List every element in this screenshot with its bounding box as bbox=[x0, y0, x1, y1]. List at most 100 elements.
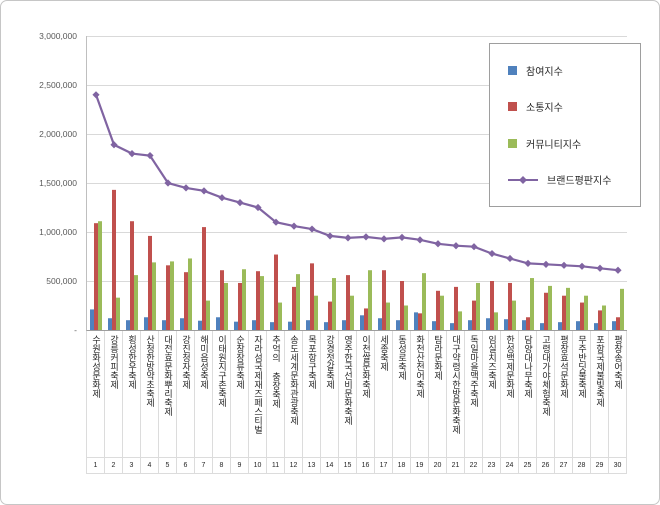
bar-community-28 bbox=[584, 295, 588, 330]
category-label-cell: 횡성한우축제 bbox=[123, 331, 141, 457]
rank-number-cell: 3 bbox=[123, 458, 141, 473]
bar-communication-16 bbox=[364, 308, 368, 330]
bar-community-29 bbox=[602, 305, 606, 330]
rank-number-cell: 9 bbox=[231, 458, 249, 473]
bar-community-15 bbox=[350, 295, 354, 330]
brand-index-marker-26 bbox=[542, 260, 550, 268]
brand-index-marker-12 bbox=[290, 222, 298, 230]
bar-communication-11 bbox=[274, 254, 278, 330]
category-label: 무주반딧불축제 bbox=[577, 335, 587, 398]
bar-community-19 bbox=[422, 273, 426, 330]
bar-communication-22 bbox=[472, 300, 476, 330]
bar-participation-21 bbox=[450, 323, 454, 330]
bar-community-4 bbox=[152, 262, 156, 330]
plot-area bbox=[86, 36, 627, 331]
brand-index-marker-18 bbox=[398, 233, 406, 241]
category-label-cell: 고령대가야체험축제 bbox=[537, 331, 555, 457]
legend-label: 소통지수 bbox=[526, 103, 563, 115]
category-label: 목포항구축제 bbox=[307, 335, 317, 389]
bar-communication-28 bbox=[580, 302, 584, 330]
category-label: 세종축제 bbox=[379, 335, 389, 371]
category-label: 독일마을맥주축제 bbox=[469, 335, 479, 407]
category-label-cell: 추억의 충장축제 bbox=[267, 331, 285, 457]
bar-participation-1 bbox=[90, 309, 94, 330]
x-axis-rank-numbers: 1 2 3 4 5 6 7 8 9 10 11 12 13 14 15 16 17 18 19 20 21 22 23 24 2… bbox=[86, 457, 627, 474]
bar-communication-23 bbox=[490, 281, 494, 330]
bar-community-6 bbox=[188, 258, 192, 330]
bar-participation-28 bbox=[576, 321, 580, 330]
rank-number-cell: 19 bbox=[411, 458, 429, 473]
bar-participation-11 bbox=[270, 322, 274, 330]
category-label-cell: 순창장류축제 bbox=[231, 331, 249, 457]
bar-communication-15 bbox=[346, 275, 350, 330]
category-label: 한성백제문화제 bbox=[505, 335, 515, 398]
category-label-cell: 영주한국선비문화축제 bbox=[339, 331, 357, 457]
y-tick-label: 1,000,000 bbox=[39, 227, 77, 237]
category-label-cell: 동성로축제 bbox=[393, 331, 411, 457]
category-label: 대구약령시한방문화축제 bbox=[451, 335, 461, 434]
bar-communication-24 bbox=[508, 282, 512, 330]
plot-canvas bbox=[87, 36, 627, 330]
category-label: 대전효문화뿌리축제 bbox=[163, 335, 173, 416]
rank-number-cell: 10 bbox=[249, 458, 267, 473]
bar-participation-9 bbox=[234, 321, 238, 330]
category-label: 동성로축제 bbox=[397, 335, 407, 380]
y-tick-label: 2,500,000 bbox=[39, 80, 77, 90]
rank-number-cell: 20 bbox=[429, 458, 447, 473]
category-label-cell: 이태원지구촌축제 bbox=[213, 331, 231, 457]
x-axis-category-labels: 수원화성문화제 강릉커피축제 횡성한우축제 산청한방약초축제 대전효문화뿌리축제 강진청자… bbox=[86, 331, 627, 457]
category-label: 이천쌀문화축제 bbox=[361, 335, 371, 398]
category-label: 평창송어축제 bbox=[613, 335, 623, 389]
bar-participation-3 bbox=[126, 320, 130, 330]
bar-communication-20 bbox=[436, 290, 440, 330]
category-label: 강진청자축제 bbox=[181, 335, 191, 389]
rank-number-cell: 24 bbox=[501, 458, 519, 473]
bar-community-16 bbox=[368, 270, 372, 330]
brand-index-marker-17 bbox=[380, 235, 388, 243]
brand-index-marker-5 bbox=[164, 179, 172, 187]
y-tick-label: 2,000,000 bbox=[39, 129, 77, 139]
category-label: 순창장류축제 bbox=[235, 335, 245, 389]
brand-index-marker-22 bbox=[470, 243, 478, 251]
bar-communication-7 bbox=[202, 227, 206, 330]
category-label: 고령대가야체험축제 bbox=[541, 335, 551, 416]
chart-legend: 참여지수 소통지수 커뮤니티지수 브랜드평판지수 bbox=[489, 43, 641, 207]
bar-community-30 bbox=[620, 288, 624, 330]
brand-index-marker-11 bbox=[272, 218, 280, 226]
bar-participation-14 bbox=[324, 322, 328, 330]
bar-participation-27 bbox=[558, 322, 562, 330]
bar-community-7 bbox=[206, 300, 210, 330]
brand-index-marker-7 bbox=[200, 187, 208, 195]
bar-communication-30 bbox=[616, 317, 620, 330]
rank-number-cell: 25 bbox=[519, 458, 537, 473]
bar-communication-5 bbox=[166, 265, 170, 330]
bar-community-21 bbox=[458, 311, 462, 330]
legend-line-swatch bbox=[508, 175, 538, 184]
brand-index-marker-21 bbox=[452, 242, 460, 250]
bar-communication-26 bbox=[544, 292, 548, 330]
bar-communication-9 bbox=[238, 282, 242, 330]
brand-index-marker-27 bbox=[560, 261, 568, 269]
legend-swatch-community bbox=[508, 138, 517, 148]
bar-communication-12 bbox=[292, 286, 296, 330]
category-label: 수원화성문화제 bbox=[91, 335, 101, 398]
brand-index-marker-3 bbox=[128, 150, 136, 158]
bar-participation-6 bbox=[180, 318, 184, 330]
category-label-cell: 세종축제 bbox=[375, 331, 393, 457]
category-label: 강경젓갈축제 bbox=[325, 335, 335, 389]
bar-community-23 bbox=[494, 312, 498, 330]
bar-community-12 bbox=[296, 274, 300, 330]
brand-index-marker-4 bbox=[146, 151, 154, 160]
category-label: 평창효석문화제 bbox=[559, 335, 569, 398]
legend-label: 참여지수 bbox=[526, 66, 563, 78]
category-label-cell: 화천산천어축제 bbox=[411, 331, 429, 457]
category-label-cell: 해미읍성축제 bbox=[195, 331, 213, 457]
brand-index-marker-13 bbox=[308, 225, 316, 233]
bar-participation-16 bbox=[360, 315, 364, 330]
bar-participation-30 bbox=[612, 321, 616, 330]
category-label: 임실치즈축제 bbox=[487, 335, 497, 389]
legend-item-participation: 참여지수 bbox=[508, 63, 636, 78]
rank-number-cell: 28 bbox=[573, 458, 591, 473]
bar-community-1 bbox=[98, 221, 102, 330]
